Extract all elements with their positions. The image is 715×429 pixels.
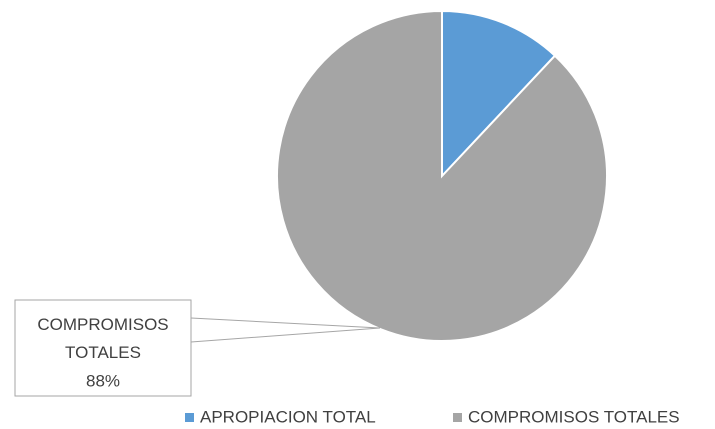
pie-slice (276, 9, 608, 342)
pie-slice (441, 9, 557, 179)
legend-swatch (185, 413, 194, 422)
data-label-line: TOTALES (65, 343, 141, 362)
data-label-name: COMPROMISOS TOTALES (37, 315, 168, 362)
legend-swatch (453, 413, 462, 422)
data-label-line: COMPROMISOS (37, 315, 168, 334)
legend-label: COMPROMISOS TOTALES (468, 407, 680, 426)
data-label-value: 88% (86, 371, 120, 390)
legend-label: APROPIACION TOTAL (200, 407, 376, 426)
leader-line (190, 317, 381, 343)
data-label-box (14, 299, 192, 397)
